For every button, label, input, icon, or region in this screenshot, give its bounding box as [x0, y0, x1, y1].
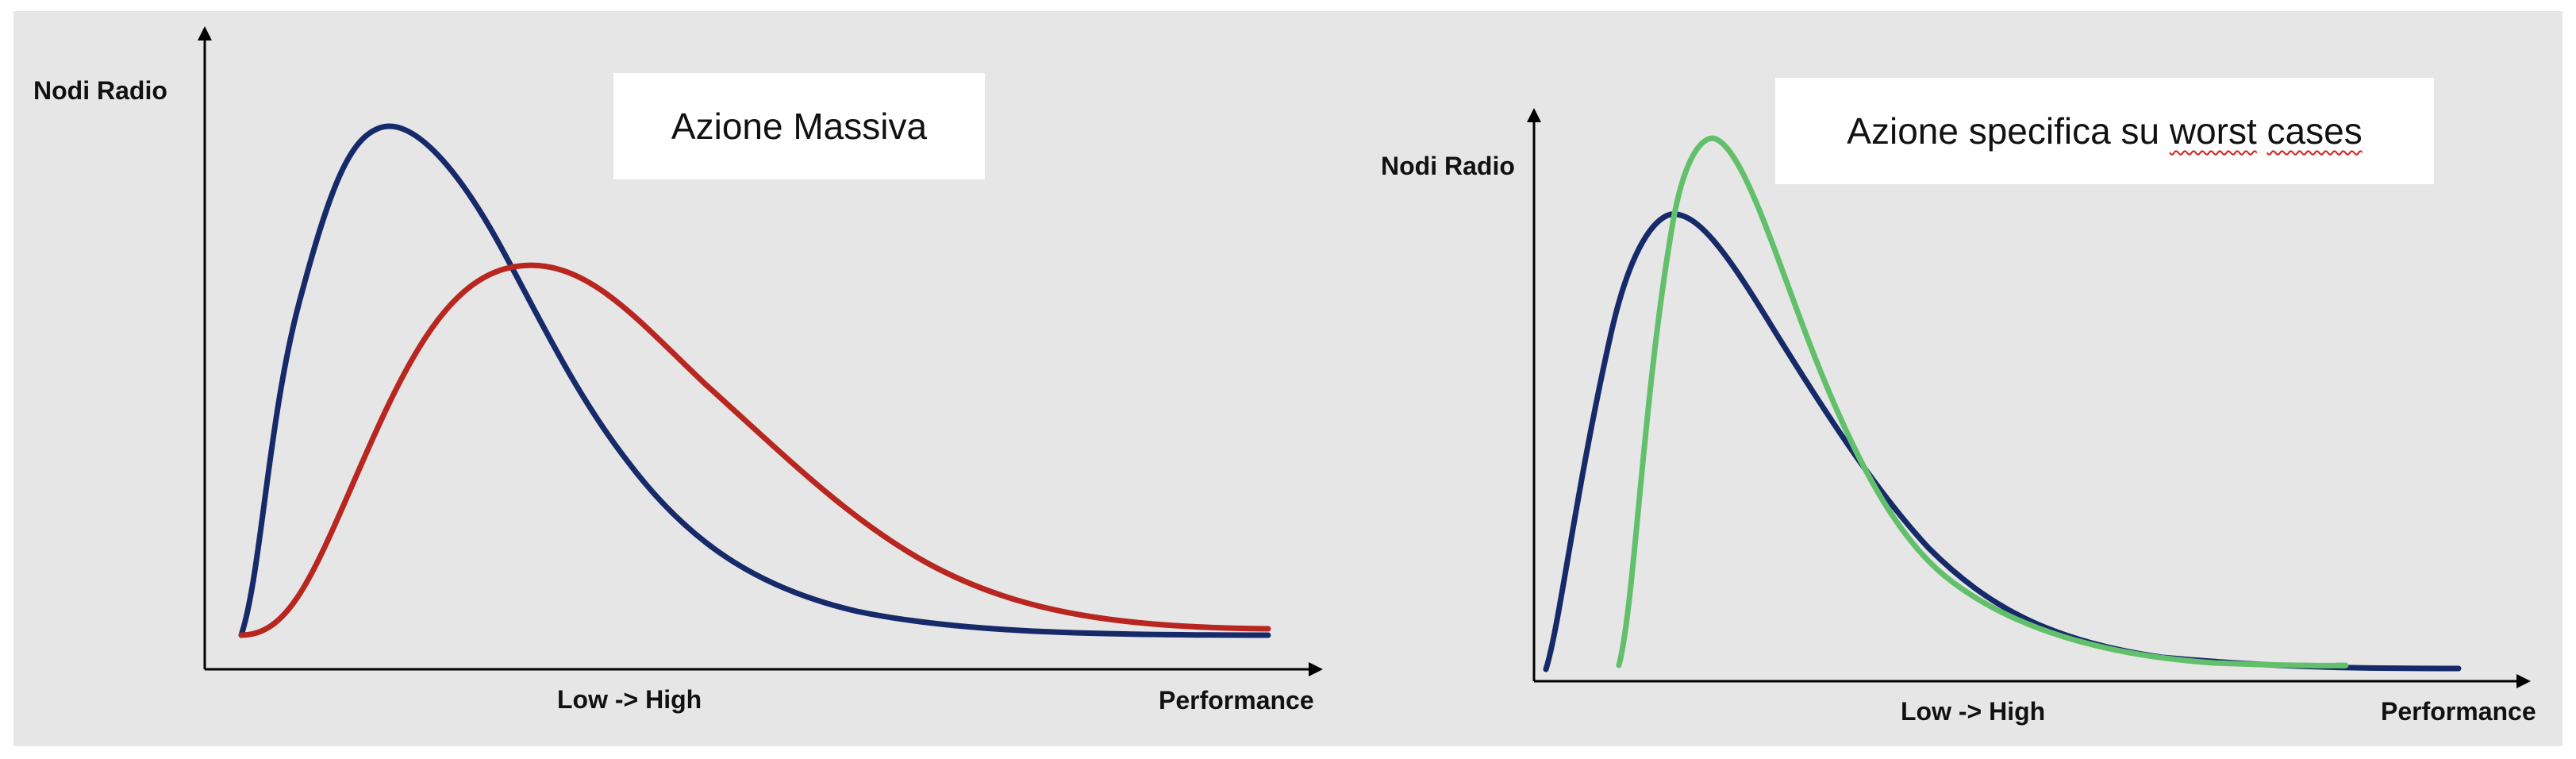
right-title-prefix: Azione specifica su	[1847, 110, 2170, 152]
right-blue-curve	[1543, 211, 2462, 672]
left-x-axis-label: Performance	[1159, 686, 1314, 715]
left-red-curve	[238, 262, 1271, 638]
right-title-worst: worst	[2169, 110, 2257, 152]
right-title-cases: cases	[2266, 110, 2363, 152]
left-title-box: Azione Massiva	[613, 73, 985, 179]
right-x-center-label: Low -> High	[1901, 697, 2046, 726]
left-x-center-label: Low -> High	[557, 685, 702, 714]
left-blue-curve	[238, 123, 1271, 638]
right-green-curve	[1616, 135, 2349, 668]
right-x-axis-label: Performance	[2381, 697, 2536, 726]
right-y-axis-label: Nodi Radio	[1381, 152, 1515, 180]
left-y-axis-label: Nodi Radio	[33, 76, 167, 105]
right-title-box: Azione specifica su worst cases	[1775, 78, 2434, 184]
right-title-text: Azione specifica su worst cases	[1847, 110, 2362, 152]
right-title-space	[2257, 110, 2267, 152]
left-title-text: Azione Massiva	[671, 106, 928, 147]
